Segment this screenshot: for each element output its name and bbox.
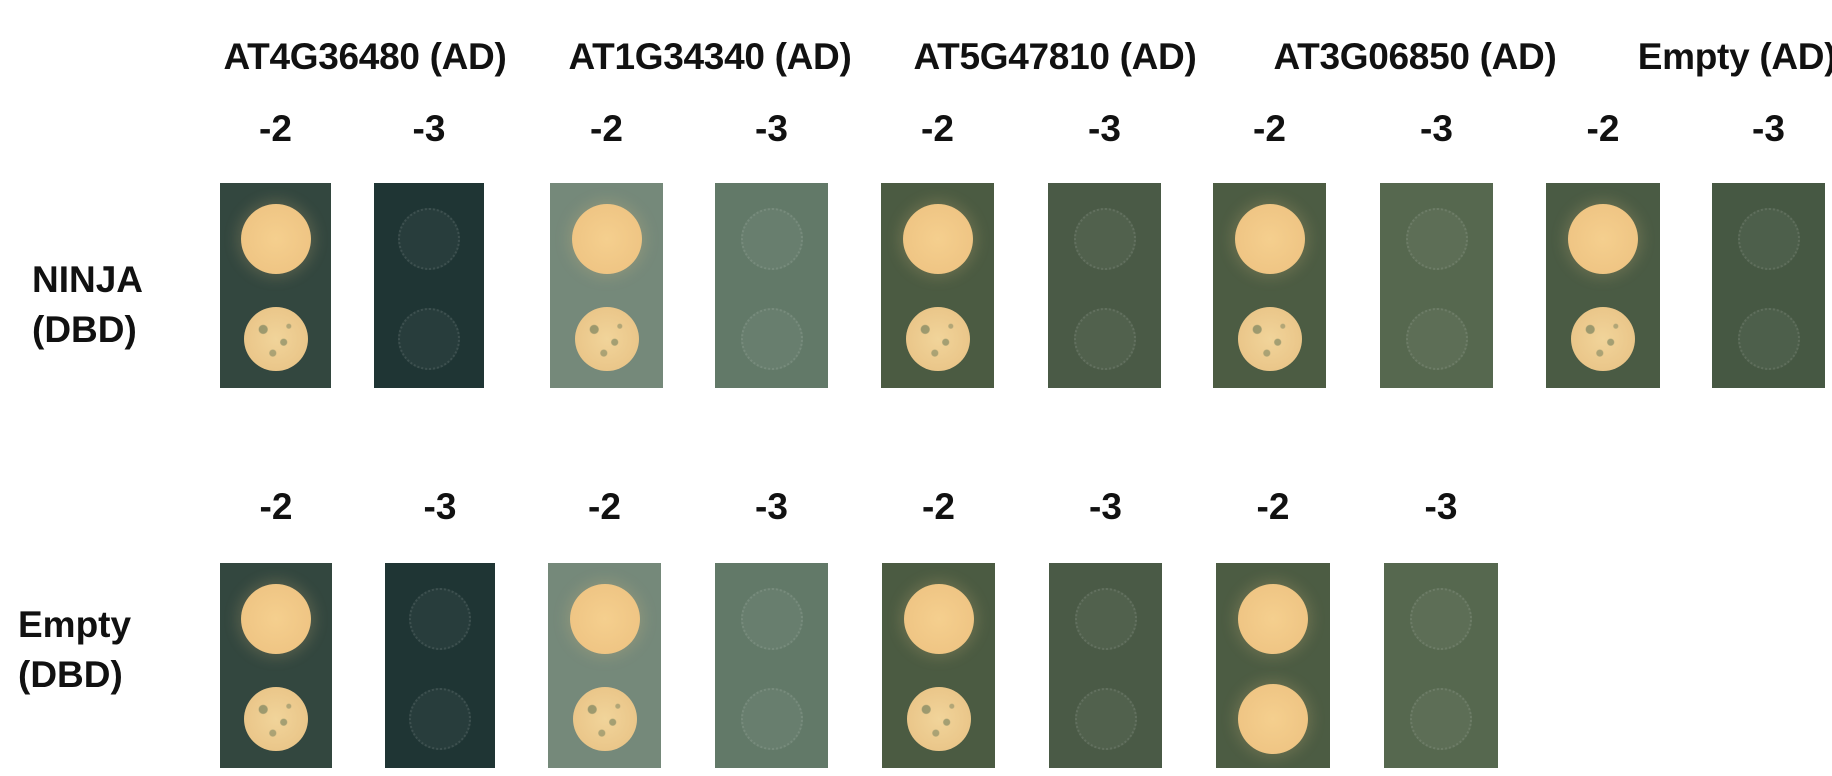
faint-colony-spot [740, 208, 803, 270]
yeast-colony-spot-rough [243, 307, 308, 371]
faint-colony-spot [1405, 208, 1468, 270]
dilution-label: -3 [423, 486, 457, 527]
faint-colony-spot [1405, 308, 1468, 370]
agar-plate-strip [1213, 183, 1326, 388]
yeast-colony-spot-rough [572, 687, 637, 751]
row-label-line2: (DBD) [18, 654, 123, 695]
row-label-ninja-dbd: NINJA (DBD) [32, 255, 143, 355]
faint-colony-spot [409, 688, 471, 750]
dilution-label: -3 [1089, 486, 1122, 527]
dilution-label: -2 [921, 108, 954, 149]
faint-colony-spot [740, 588, 803, 650]
agar-plate-strip [715, 183, 828, 388]
row-label-line1: NINJA [32, 259, 144, 300]
agar-plate-strip [881, 183, 994, 388]
dilution-label: -3 [412, 108, 446, 149]
dilution-label: -3 [1752, 108, 1785, 149]
yeast-colony-spot [1568, 204, 1638, 274]
yeast-colony-spot-rough [906, 687, 971, 751]
faint-colony-spot [1737, 308, 1800, 370]
yeast-colony-spot [1238, 584, 1308, 654]
agar-plate-strip [882, 563, 995, 768]
faint-colony-spot [1410, 688, 1472, 750]
dilution-label: -2 [259, 108, 292, 149]
faint-colony-spot [740, 308, 803, 370]
faint-colony-spot [1410, 588, 1472, 650]
agar-plate-strip [1712, 183, 1825, 388]
faint-colony-spot [398, 208, 460, 270]
agar-plate-strip [1546, 183, 1660, 388]
agar-plate-strip [385, 563, 495, 768]
yeast-colony-spot [903, 584, 974, 654]
yeast-colony-spot [1238, 684, 1308, 754]
yeast-colony-spot-rough [905, 307, 970, 371]
yeast-colony-spot-rough [1237, 307, 1302, 371]
dilution-label: -2 [588, 486, 621, 527]
column-header-at1g34340: AT1G34340 (AD) [568, 36, 852, 77]
agar-plate-strip [220, 563, 332, 768]
agar-plate-strip [1049, 563, 1162, 768]
yeast-colony-spot-rough [1571, 307, 1635, 371]
yeast-colony-spot [571, 204, 642, 274]
yeast-colony-spot [1234, 204, 1305, 274]
agar-plate-strip [1384, 563, 1498, 768]
yeast-colony-spot-rough [244, 687, 308, 751]
dilution-label: -3 [755, 486, 788, 527]
faint-colony-spot [398, 308, 460, 370]
agar-plate-strip [220, 183, 331, 388]
yeast-colony-spot [241, 584, 311, 654]
dilution-label: -2 [259, 486, 293, 527]
faint-colony-spot [1737, 208, 1800, 270]
dilution-label: -3 [1088, 108, 1121, 149]
dilution-label: -2 [922, 486, 955, 527]
agar-plate-strip [1048, 183, 1161, 388]
dilution-label: -3 [1420, 108, 1453, 149]
yeast-colony-spot [569, 584, 640, 654]
faint-colony-spot [740, 688, 803, 750]
agar-plate-strip [374, 183, 484, 388]
dilution-label: -3 [1424, 486, 1458, 527]
yeast-colony-spot-rough [574, 307, 639, 371]
column-header-at5g47810: AT5G47810 (AD) [913, 36, 1197, 77]
yeast-colony-spot [902, 204, 973, 274]
agar-plate-strip [1216, 563, 1330, 768]
faint-colony-spot [409, 588, 471, 650]
column-header-at4g36480: AT4G36480 (AD) [223, 36, 507, 77]
dilution-label: -2 [1253, 108, 1286, 149]
yeast-colony-spot [240, 204, 311, 274]
dilution-label: -2 [1256, 486, 1290, 527]
agar-plate-strip [715, 563, 828, 768]
agar-plate-strip [1380, 183, 1493, 388]
column-header-at3g06850: AT3G06850 (AD) [1273, 36, 1557, 77]
row-label-line2: (DBD) [32, 309, 137, 350]
column-header-empty-ad: Empty (AD) [1637, 36, 1832, 77]
dilution-label: -3 [755, 108, 788, 149]
dilution-label: -2 [590, 108, 623, 149]
faint-colony-spot [1074, 688, 1137, 750]
agar-plate-strip [548, 563, 661, 768]
row-label-empty-dbd: Empty (DBD) [18, 600, 131, 700]
faint-colony-spot [1074, 588, 1137, 650]
faint-colony-spot [1073, 208, 1136, 270]
row-label-line1: Empty [18, 604, 132, 645]
faint-colony-spot [1073, 308, 1136, 370]
agar-plate-strip [550, 183, 663, 388]
dilution-label: -2 [1586, 108, 1620, 149]
